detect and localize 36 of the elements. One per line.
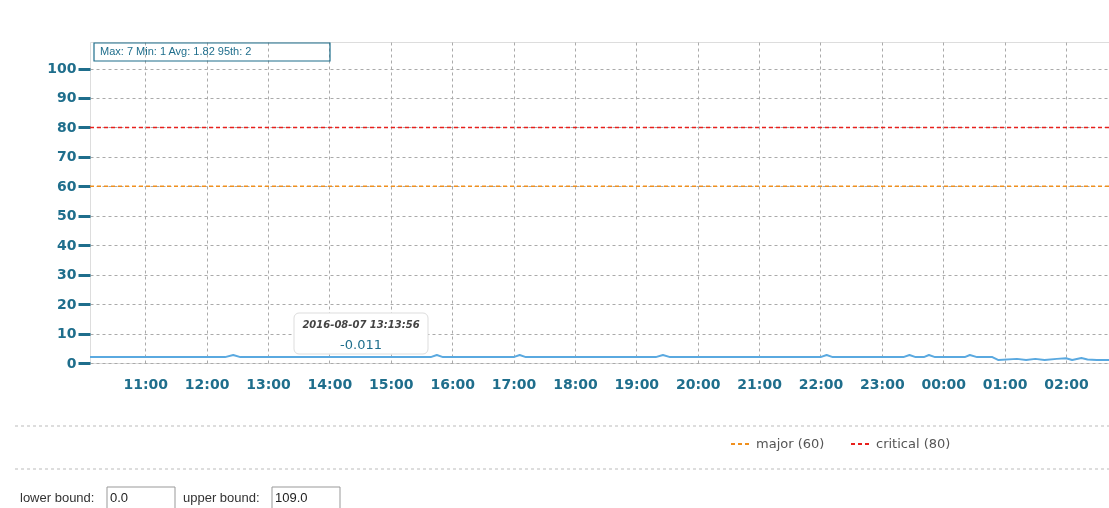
x-tick-label: 01:00: [982, 375, 1028, 392]
y-tick-label: 90: [57, 89, 77, 106]
x-tick-label: 02:00: [1044, 375, 1090, 392]
annotation: -0.011: [340, 337, 382, 352]
x-tick-label: 22:00: [798, 375, 844, 392]
y-tick-label: 80: [57, 118, 77, 135]
annotation: Max: 7 Min: 1 Avg: 1.82 95th: 2: [100, 45, 252, 57]
x-tick-label: 14:00: [307, 375, 353, 392]
y-tick-label: 0: [66, 354, 77, 371]
x-tick-label: 16:00: [430, 375, 476, 392]
text: upper bound:: [183, 490, 260, 505]
legend-label: major (60): [756, 436, 825, 451]
x-tick-label: 13:00: [246, 375, 292, 392]
x-tick-label: 20:00: [675, 375, 721, 392]
x-tick-label: 18:00: [553, 375, 598, 392]
text: lower bound:: [20, 490, 95, 505]
y-tick-label: 70: [57, 148, 77, 165]
legend-label: critical (80): [876, 436, 951, 451]
y-tick-label: 50: [57, 207, 77, 224]
x-tick-label: 19:00: [614, 375, 660, 392]
x-tick-label: 23:00: [860, 375, 905, 392]
text: 109.0: [275, 490, 308, 505]
x-tick-label: 12:00: [184, 375, 230, 392]
x-tick-label: 00:00: [921, 375, 967, 392]
x-tick-label: 15:00: [369, 375, 414, 392]
x-tick-label: 21:00: [737, 375, 783, 392]
y-tick-label: 40: [57, 236, 77, 253]
x-tick-label: 17:00: [491, 375, 537, 392]
text: 0.0: [110, 490, 129, 505]
x-tick-label: 11:00: [123, 375, 169, 392]
y-tick-label: 20: [57, 295, 77, 312]
y-tick-label: 100: [47, 60, 77, 76]
annotation: 2016-08-07 13:13:56: [302, 319, 420, 330]
y-tick-label: 10: [57, 325, 77, 342]
y-tick-label: 60: [57, 177, 77, 194]
y-tick-label: 30: [57, 266, 77, 283]
